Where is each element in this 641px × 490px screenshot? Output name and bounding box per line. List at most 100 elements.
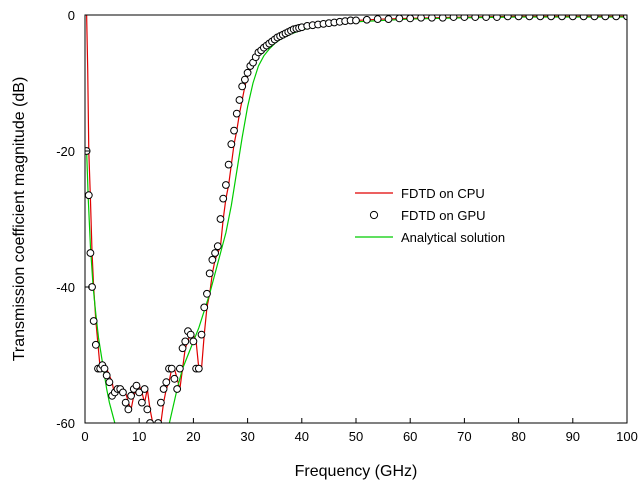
x-axis-title: Frequency (GHz)	[295, 463, 418, 480]
data-point	[89, 317, 98, 325]
data-point	[240, 75, 249, 84]
series-line-analytical-solution	[86, 16, 627, 423]
data-point	[162, 378, 171, 387]
data-point	[146, 419, 154, 423]
x-tick-label: 40	[295, 429, 309, 444]
data-point	[211, 249, 219, 257]
data-point	[601, 15, 610, 21]
data-point	[362, 15, 371, 24]
data-point	[124, 405, 133, 414]
data-point	[119, 388, 127, 397]
data-point	[132, 381, 141, 390]
data-point	[590, 15, 599, 21]
data-point	[138, 398, 146, 407]
data-point	[143, 405, 152, 414]
legend-label-fdtd-on-cpu: FDTD on CPU	[401, 186, 485, 201]
data-point	[547, 15, 556, 21]
x-tick-label: 10	[132, 429, 146, 444]
data-point	[121, 398, 130, 407]
data-point	[140, 385, 149, 393]
data-point	[100, 364, 109, 373]
x-tick-label: 80	[511, 429, 525, 444]
data-point	[232, 109, 241, 118]
x-tick-label: 30	[240, 429, 254, 444]
data-point	[175, 364, 184, 373]
data-point	[102, 371, 111, 380]
data-point	[167, 364, 176, 373]
data-point	[482, 15, 490, 21]
plot-frame	[84, 14, 628, 424]
data-point	[149, 430, 156, 437]
data-point	[173, 385, 182, 393]
data-point	[525, 15, 534, 21]
data-point	[427, 15, 436, 22]
data-point	[200, 303, 209, 312]
data-point	[514, 15, 523, 21]
y-tick-label: -40	[56, 280, 75, 295]
data-point	[222, 181, 230, 189]
data-point	[238, 82, 247, 91]
data-point	[85, 191, 93, 200]
data-point	[178, 344, 187, 353]
data-point	[579, 15, 588, 21]
data-point	[438, 15, 447, 22]
legend-label-fdtd-on-gpu: FDTD on GPU	[401, 208, 486, 223]
data-point	[503, 15, 512, 21]
data-point	[493, 15, 501, 21]
data-point	[227, 140, 236, 149]
x-tick-label: 100	[616, 429, 638, 444]
data-point	[170, 374, 179, 383]
data-point	[612, 15, 621, 21]
data-point	[460, 15, 469, 21]
data-point	[558, 15, 566, 21]
data-point	[224, 160, 233, 169]
data-point	[208, 255, 217, 264]
data-point	[536, 15, 545, 21]
series-layer	[85, 15, 627, 437]
y-tick-label: -60	[56, 416, 75, 431]
y-tick-label: -20	[56, 144, 75, 159]
data-point	[159, 385, 168, 393]
data-point	[219, 194, 228, 203]
data-point	[152, 430, 159, 437]
data-point	[235, 96, 244, 104]
series-fdtd-on-gpu	[85, 15, 627, 437]
x-tick-label: 90	[566, 429, 580, 444]
data-point	[105, 378, 114, 387]
data-point	[230, 126, 238, 135]
data-point	[203, 289, 211, 298]
data-point	[197, 330, 206, 339]
legend-label-analytical-solution: Analytical solution	[401, 230, 505, 245]
data-point	[471, 15, 480, 21]
data-point	[189, 337, 198, 346]
data-point	[384, 15, 393, 23]
y-tick-label: 0	[68, 8, 75, 23]
data-point	[205, 269, 214, 278]
x-tick-label: 0	[81, 429, 88, 444]
data-point	[181, 337, 190, 346]
data-point	[127, 391, 135, 400]
x-tick-label: 20	[186, 429, 200, 444]
x-tick-label: 70	[457, 429, 471, 444]
data-point	[213, 242, 222, 251]
y-axis: 0 -20 -40 -60	[56, 8, 90, 431]
data-point	[243, 68, 252, 77]
legend: FDTD on CPU FDTD on GPU Analytical solutio…	[355, 186, 505, 245]
data-point	[568, 15, 577, 21]
data-point	[406, 15, 415, 23]
data-point	[194, 364, 203, 373]
y-axis-title: Transmission coefficient magnitude (dB)	[11, 77, 28, 362]
legend-marker-fdtd-on-gpu	[369, 210, 379, 220]
x-tick-label: 60	[403, 429, 417, 444]
data-point	[91, 340, 100, 349]
data-point	[373, 15, 382, 23]
data-point	[395, 15, 404, 23]
x-axis: 0 10 20 30 40 50 60 70 80 90 100	[81, 418, 638, 444]
data-point	[216, 215, 225, 223]
data-point	[156, 398, 165, 407]
data-point	[417, 15, 425, 22]
data-point	[352, 16, 360, 25]
data-point	[86, 249, 95, 257]
data-point	[135, 388, 144, 397]
data-point	[154, 419, 163, 423]
